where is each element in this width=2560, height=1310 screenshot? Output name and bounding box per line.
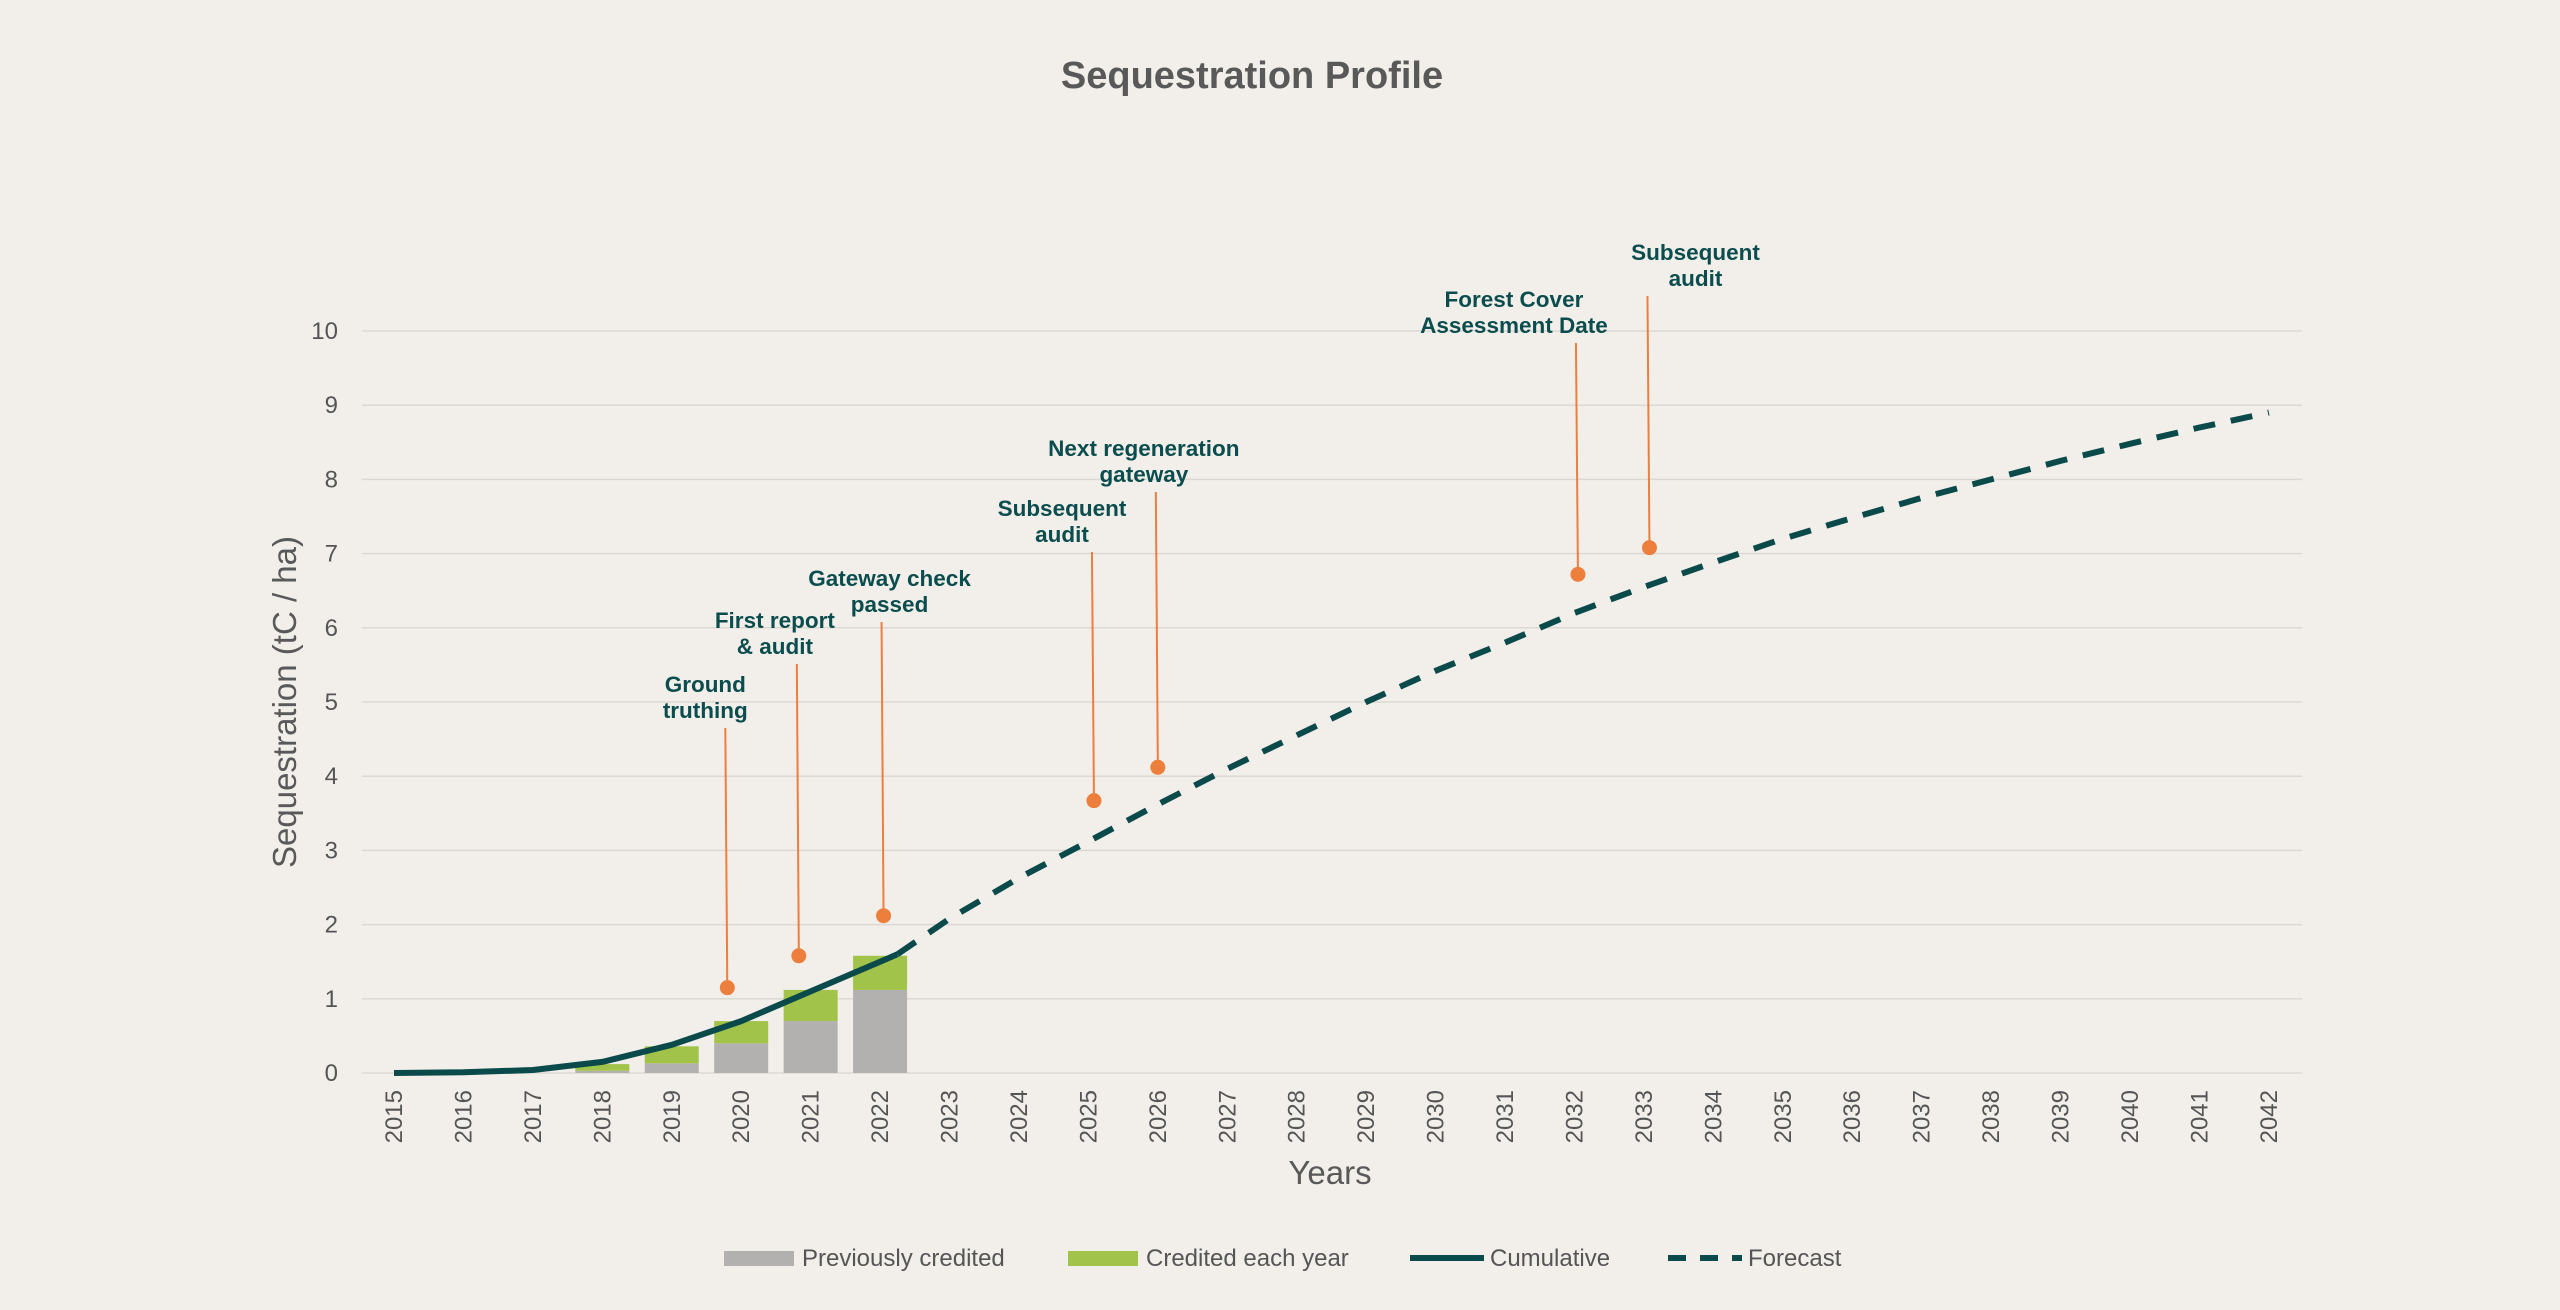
annotation-leader xyxy=(1154,491,1159,768)
annotation-label: truthing xyxy=(663,698,748,723)
forecast-line xyxy=(895,409,2270,957)
x-tick-label: 2025 xyxy=(1075,1090,1102,1143)
annotation-leader xyxy=(795,663,800,956)
annotation-label: Subsequent xyxy=(998,496,1127,521)
y-tick-label: 7 xyxy=(325,541,338,568)
y-tick-label: 9 xyxy=(325,392,338,419)
x-tick-label: 2040 xyxy=(2117,1090,2144,1143)
legend-swatch-credited-each-year xyxy=(1068,1251,1138,1266)
x-tick-label: 2041 xyxy=(2186,1090,2213,1143)
x-tick-label: 2027 xyxy=(1214,1090,1241,1143)
annotation-label: & audit xyxy=(737,634,814,659)
chart-title: Sequestration Profile xyxy=(1061,55,1443,97)
x-tick-label: 2019 xyxy=(659,1090,686,1143)
x-tick-label: 2026 xyxy=(1145,1090,1172,1143)
x-tick-label: 2020 xyxy=(728,1090,755,1143)
y-axis-ticks: 0 1 2 3 4 5 6 7 8 9 10 xyxy=(311,318,338,1087)
x-tick-label: 2016 xyxy=(450,1090,477,1143)
annotation-label: Forest Cover xyxy=(1445,287,1584,312)
bar-credited-each-year xyxy=(783,989,838,1022)
y-tick-label: 4 xyxy=(325,763,338,790)
annotation-leader xyxy=(880,621,885,916)
cumulative-line xyxy=(393,951,899,1076)
series-lines xyxy=(393,409,2270,1076)
x-tick-label: 2033 xyxy=(1631,1090,1658,1143)
x-tick-label: 2042 xyxy=(2256,1090,2283,1143)
bar-previously-credited xyxy=(575,1070,630,1073)
annotation-label: First report xyxy=(715,608,836,633)
annotation-marker xyxy=(876,908,892,924)
x-tick-label: 2038 xyxy=(1978,1090,2005,1143)
bar-previously-credited xyxy=(714,1043,769,1073)
legend-label: Forecast xyxy=(1748,1245,1842,1272)
y-tick-label: 8 xyxy=(325,466,338,493)
legend-label: Previously credited xyxy=(802,1245,1005,1272)
gridlines xyxy=(362,330,2302,1074)
x-tick-label: 2035 xyxy=(1770,1090,1797,1143)
x-tick-label: 2024 xyxy=(1006,1090,1033,1143)
legend-swatch-previously-credited xyxy=(724,1251,794,1266)
x-tick-label: 2021 xyxy=(798,1090,825,1143)
annotation-marker xyxy=(1641,540,1657,556)
legend-label: Credited each year xyxy=(1146,1245,1349,1272)
x-tick-label: 2034 xyxy=(1700,1090,1727,1143)
annotation-leader xyxy=(1574,342,1579,575)
annotation-marker xyxy=(1086,793,1102,809)
x-tick-label: 2037 xyxy=(1909,1090,1936,1143)
annotation-label: Assessment Date xyxy=(1420,313,1608,338)
annotation-label: Gateway check xyxy=(808,566,971,591)
annotation-marker xyxy=(1570,566,1586,582)
annotation-label: audit xyxy=(1035,522,1089,547)
annotation-label: Next regeneration xyxy=(1048,436,1239,461)
x-tick-label: 2017 xyxy=(520,1090,547,1143)
annotation-label: audit xyxy=(1669,266,1723,291)
y-tick-label: 5 xyxy=(325,689,338,716)
bar-credited-each-year xyxy=(575,1064,630,1071)
annotation-label: Ground xyxy=(665,672,746,697)
x-tick-label: 2031 xyxy=(1492,1090,1519,1143)
bar-previously-credited xyxy=(644,1063,699,1073)
x-tick-label: 2018 xyxy=(589,1090,616,1143)
x-tick-label: 2023 xyxy=(937,1090,964,1143)
y-tick-label: 6 xyxy=(325,615,338,642)
y-axis-title: Sequestration (tC / ha) xyxy=(266,536,303,868)
x-tick-label: 2039 xyxy=(2048,1090,2075,1143)
annotation-leader xyxy=(1646,295,1651,548)
annotation-marker xyxy=(719,980,735,996)
y-tick-label: 10 xyxy=(311,318,338,345)
annotation-leader xyxy=(1090,551,1095,801)
x-tick-label: 2032 xyxy=(1561,1090,1588,1143)
annotation-marker xyxy=(791,948,807,964)
y-tick-label: 0 xyxy=(325,1060,338,1087)
x-tick-label: 2015 xyxy=(381,1090,408,1143)
bar-previously-credited xyxy=(853,989,908,1073)
x-tick-label: 2022 xyxy=(867,1090,894,1143)
annotation-marker xyxy=(1150,759,1166,775)
annotation-label: gateway xyxy=(1099,462,1188,487)
annotation-leader xyxy=(724,727,729,988)
x-axis-title: Years xyxy=(1288,1154,1371,1191)
x-axis-ticks: 2015 2016 2017 2018 2019 2020 2021 2022 2023 2024… xyxy=(381,1090,2283,1143)
x-tick-label: 2030 xyxy=(1423,1090,1450,1143)
x-tick-label: 2036 xyxy=(1839,1090,1866,1143)
y-tick-label: 3 xyxy=(325,837,338,864)
legend: Previously credited Credited each year Cum… xyxy=(724,1245,1842,1272)
annotation-label: passed xyxy=(851,592,929,617)
x-tick-label: 2029 xyxy=(1353,1090,1380,1143)
y-tick-label: 2 xyxy=(325,912,338,939)
bar-previously-credited xyxy=(783,1021,838,1073)
annotation-label: Subsequent xyxy=(1631,240,1760,265)
x-tick-label: 2028 xyxy=(1284,1090,1311,1143)
legend-label: Cumulative xyxy=(1490,1245,1610,1272)
y-tick-label: 1 xyxy=(325,986,338,1013)
